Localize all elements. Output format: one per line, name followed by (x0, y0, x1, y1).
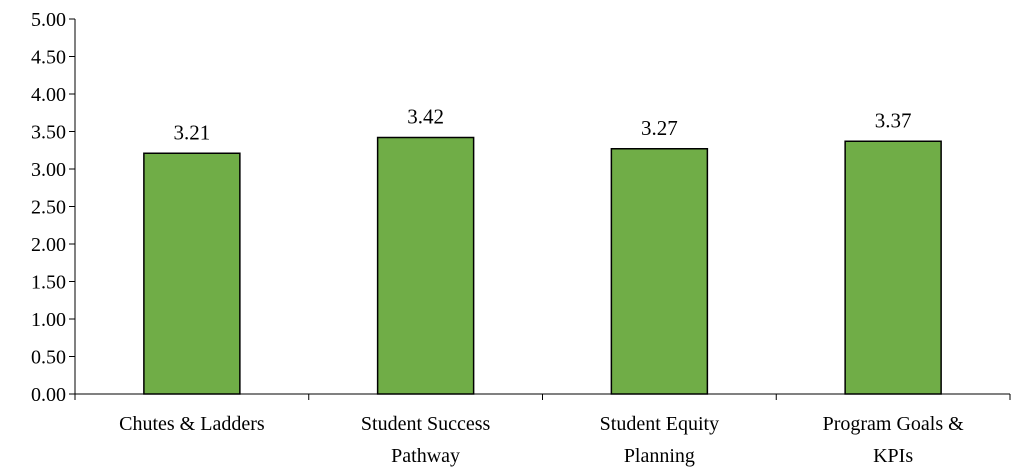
x-category-label: Program Goals & KPIs (823, 413, 965, 467)
y-axis: 0.00 0.50 1.00 1.50 2.00 2.50 3.00 3.50 4.00 4.50… (31, 9, 76, 406)
y-tick-label: 1.50 (31, 272, 66, 294)
x-category-label-line: Student Success (361, 413, 491, 435)
bar (143, 152, 241, 395)
y-tick-label: 4.50 (31, 47, 66, 69)
bar (844, 140, 942, 395)
x-category-label-line: Program Goals & (823, 413, 965, 435)
y-tick-label: 0.50 (31, 347, 66, 369)
x-category-label: Student Success Pathway (361, 413, 491, 467)
data-label: 3.42 (407, 105, 444, 129)
bar (376, 136, 475, 395)
y-tick-label: 3.00 (31, 159, 66, 181)
data-labels: 3.21 3.42 3.27 3.37 (174, 105, 912, 145)
x-category-label-line: Chutes & Ladders (119, 413, 265, 435)
data-label: 3.27 (641, 116, 678, 140)
y-tick-label: 5.00 (31, 9, 66, 31)
y-tick-label: 0.00 (31, 384, 66, 406)
x-category-label-line: KPIs (873, 445, 913, 467)
x-category-label-line: Student Equity (600, 413, 719, 435)
x-category-label: Chutes & Ladders (119, 413, 265, 435)
y-tick-label: 2.00 (31, 234, 66, 256)
y-tick-label: 2.50 (31, 197, 66, 219)
data-label: 3.37 (875, 108, 912, 132)
data-label: 3.21 (174, 120, 211, 144)
x-category-label-line: Planning (624, 445, 695, 467)
y-tick-label: 4.00 (31, 84, 66, 106)
bars (143, 136, 942, 395)
x-category-label-line: Pathway (391, 445, 460, 467)
y-tick-label: 3.50 (31, 122, 66, 144)
y-tick-label: 1.00 (31, 309, 66, 331)
x-category-label: Student Equity Planning (600, 413, 719, 467)
bar (610, 148, 709, 395)
x-axis: Chutes & Ladders Student Success PathwaySt… (74, 393, 1011, 467)
